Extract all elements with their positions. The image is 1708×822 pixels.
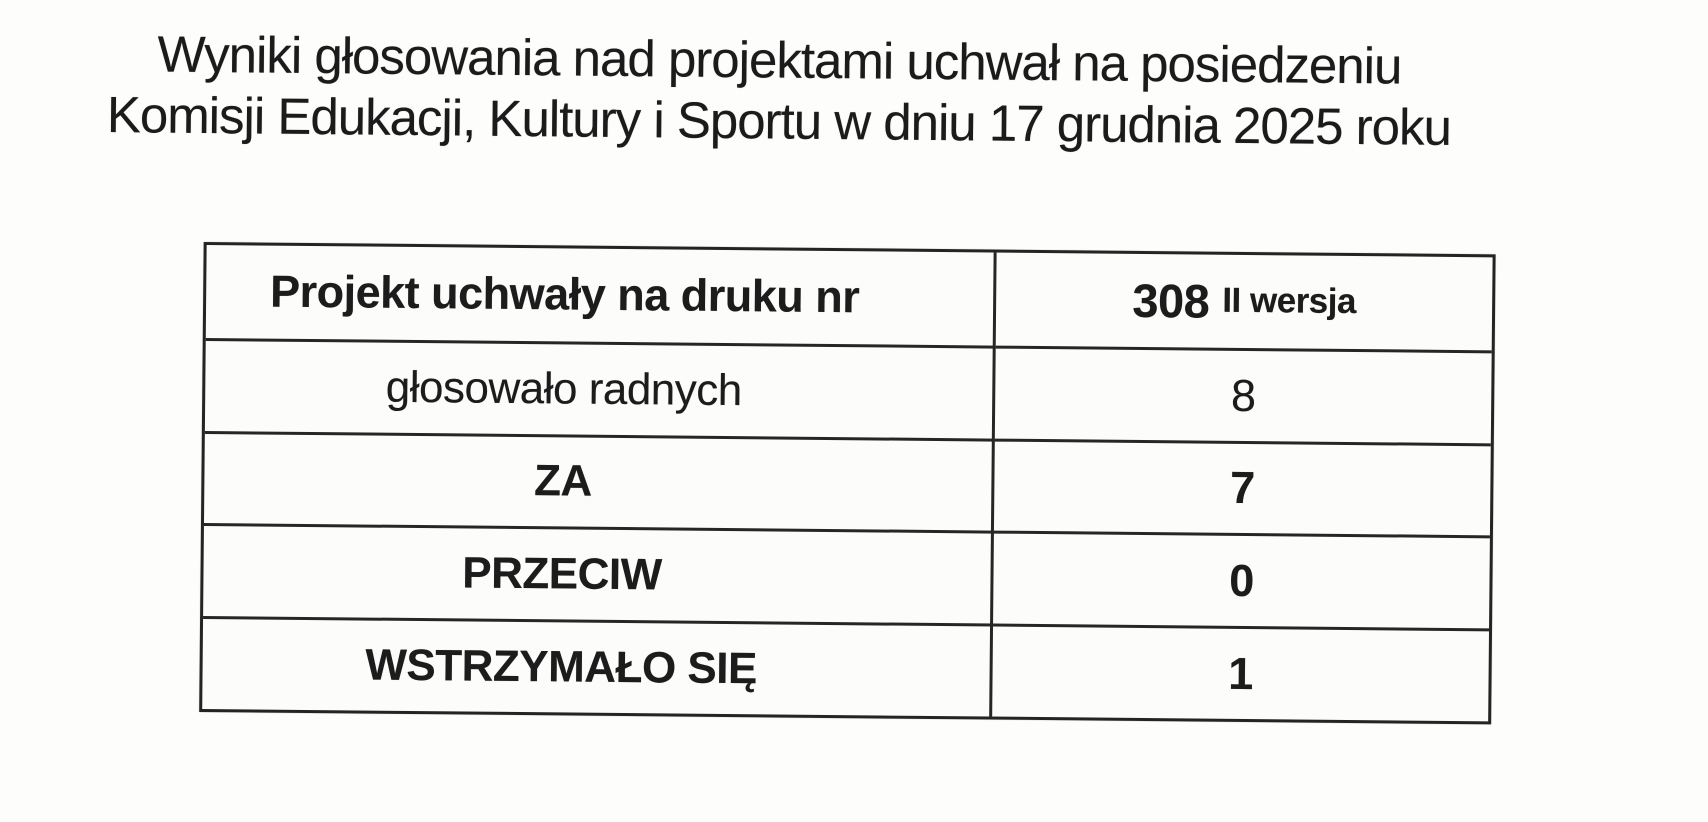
row-label-abstained: WSTRZYMAŁO SIĘ	[202, 616, 994, 717]
draft-number: 308	[1132, 273, 1210, 328]
row-value-against: 0	[993, 530, 1490, 629]
document-title: Wyniki głosowania nad projektami uchwał …	[0, 22, 1560, 159]
header-value-cell: 308 II wersja	[996, 253, 1493, 351]
row-label-voted: głosowało radnych	[204, 337, 996, 439]
row-value-abstained: 1	[992, 623, 1490, 722]
row-label-against: PRZECIW	[203, 523, 994, 624]
voting-results-table: Projekt uchwały na druku nr 308 II wersj…	[199, 241, 1496, 725]
row-value-for: 7	[993, 438, 1491, 536]
row-label-for: ZA	[203, 430, 995, 531]
header-label-cell: Projekt uchwały na druku nr	[205, 244, 997, 346]
draft-version-label: II wersja	[1222, 281, 1357, 322]
row-value-voted: 8	[994, 345, 1492, 443]
